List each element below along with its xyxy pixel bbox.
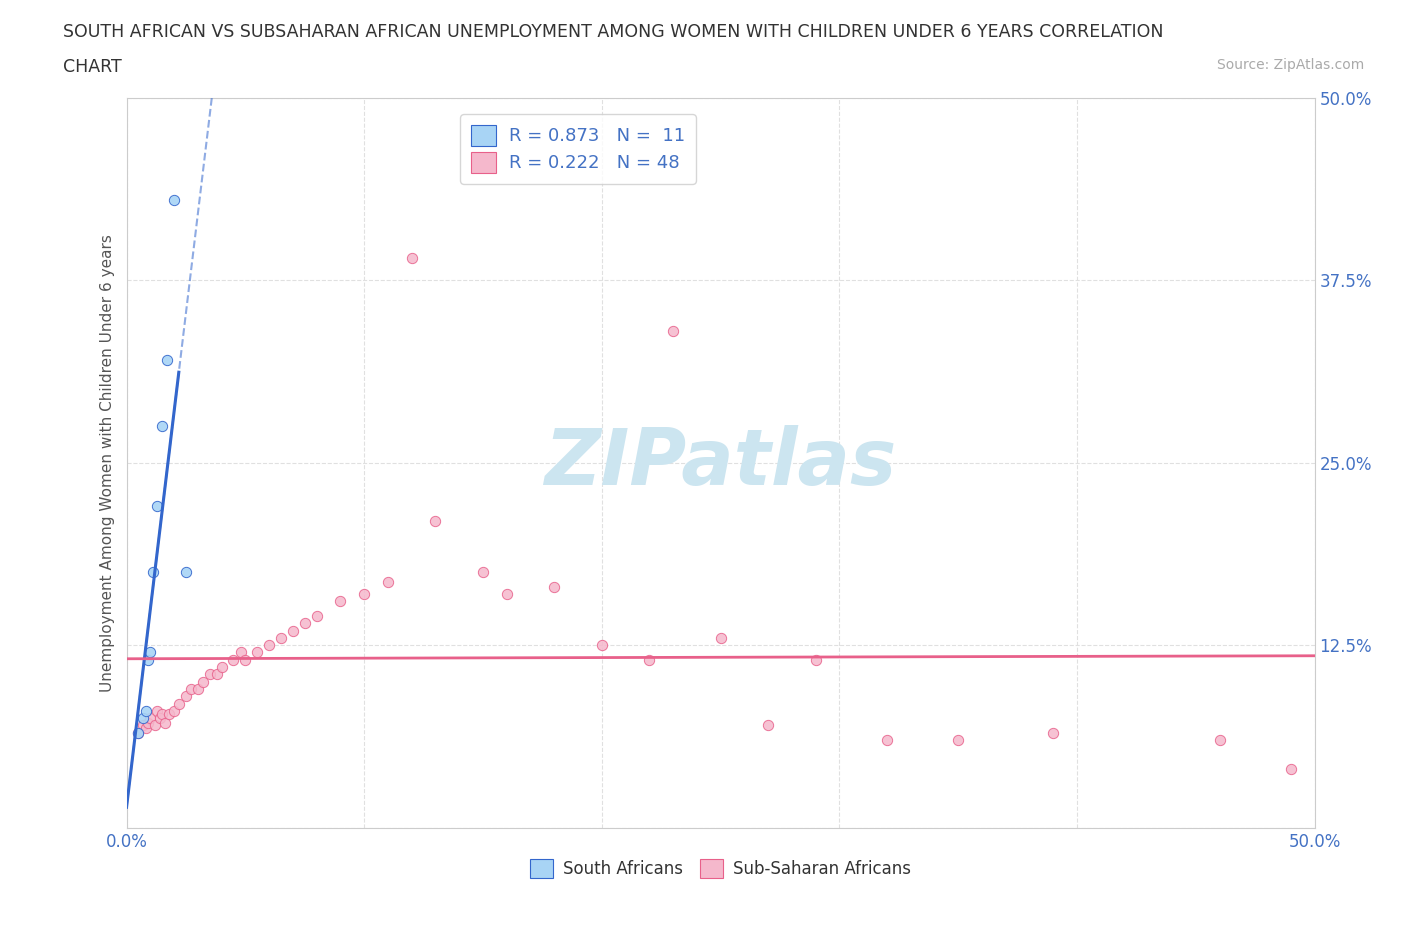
Point [1042,725,1064,740]
Point [146,703,169,718]
Point [136,715,159,730]
Point [146,499,169,514]
Point [233,652,257,667]
Point [174,689,197,704]
Point [804,652,827,667]
Point [205,667,228,682]
Point [229,645,252,660]
Point [353,587,375,602]
Point [294,616,316,631]
Point [662,324,685,339]
Point [1279,762,1302,777]
Point [281,623,304,638]
Point [257,638,280,653]
Point [163,193,186,207]
Point [163,703,186,718]
Text: CHART: CHART [63,58,122,75]
Text: Source: ZipAtlas.com: Source: ZipAtlas.com [1216,58,1364,72]
Point [638,652,661,667]
Point [401,251,423,266]
Point [222,652,245,667]
Text: ZIPatlas: ZIPatlas [544,425,897,500]
Point [876,733,898,748]
Point [142,565,165,579]
Point [543,579,565,594]
Point [305,608,328,623]
Y-axis label: Unemployment Among Women with Children Under 6 years: Unemployment Among Women with Children U… [100,233,115,692]
Point [139,645,162,660]
Point [495,587,517,602]
Point [139,711,162,725]
Point [198,667,221,682]
Point [127,725,149,740]
Point [187,682,209,697]
Point [180,682,202,697]
Point [135,721,157,736]
Point [135,703,157,718]
Point [167,697,190,711]
Point [591,638,613,653]
Point [246,645,269,660]
Text: SOUTH AFRICAN VS SUBSAHARAN AFRICAN UNEMPLOYMENT AMONG WOMEN WITH CHILDREN UNDER: SOUTH AFRICAN VS SUBSAHARAN AFRICAN UNEM… [63,23,1164,41]
Point [150,707,173,722]
Point [270,631,292,645]
Point [143,718,166,733]
Point [136,652,159,667]
Point [1208,733,1230,748]
Legend: South Africans, Sub-Saharan Africans: South Africans, Sub-Saharan Africans [523,853,918,885]
Point [153,715,176,730]
Point [156,353,179,368]
Point [157,707,180,722]
Point [149,711,172,725]
Point [425,513,447,528]
Point [756,718,779,733]
Point [127,725,149,740]
Point [132,711,155,725]
Point [329,594,352,609]
Point [191,674,214,689]
Point [174,565,197,579]
Point [710,631,733,645]
Point [132,718,155,733]
Point [211,659,233,674]
Point [472,565,495,579]
Point [948,733,970,748]
Point [150,418,173,433]
Point [377,575,399,590]
